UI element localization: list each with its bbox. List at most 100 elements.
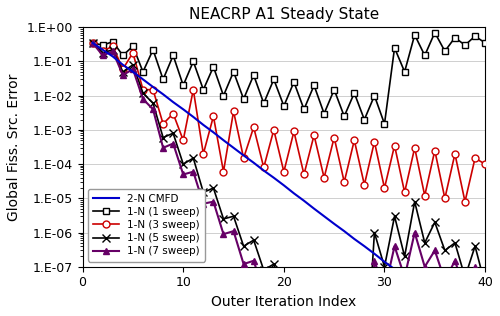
1-N (1 sweep) — [291, 80, 297, 84]
1-N (3 sweep) — [110, 44, 116, 48]
1-N (3 sweep) — [271, 128, 277, 132]
1-N (3 sweep) — [220, 170, 226, 173]
1-N (1 sweep) — [321, 112, 327, 115]
1-N (3 sweep) — [260, 166, 266, 169]
Line: 2-N CMFD: 2-N CMFD — [92, 43, 445, 300]
1-N (1 sweep) — [442, 49, 448, 53]
1-N (1 sweep) — [90, 41, 96, 45]
1-N (5 sweep) — [240, 244, 246, 248]
1-N (3 sweep) — [331, 136, 337, 139]
1-N (1 sweep) — [422, 54, 428, 58]
1-N (7 sweep) — [462, 289, 468, 293]
1-N (3 sweep) — [240, 156, 246, 160]
2-N CMFD — [250, 161, 256, 165]
1-N (3 sweep) — [210, 114, 216, 118]
2-N CMFD — [110, 55, 116, 58]
1-N (5 sweep) — [130, 63, 136, 67]
1-N (7 sweep) — [140, 97, 146, 101]
1-N (5 sweep) — [422, 241, 428, 245]
2-N CMFD — [331, 222, 337, 226]
1-N (3 sweep) — [100, 49, 105, 53]
1-N (3 sweep) — [170, 112, 176, 115]
1-N (5 sweep) — [281, 293, 287, 297]
1-N (7 sweep) — [240, 262, 246, 266]
2-N CMFD — [362, 244, 368, 248]
1-N (5 sweep) — [150, 101, 156, 105]
2-N CMFD — [422, 290, 428, 294]
1-N (3 sweep) — [140, 88, 146, 92]
2-N CMFD — [372, 252, 378, 256]
1-N (3 sweep) — [311, 133, 317, 137]
1-N (5 sweep) — [140, 91, 146, 95]
1-N (5 sweep) — [311, 313, 317, 316]
1-N (3 sweep) — [180, 138, 186, 142]
2-N CMFD — [220, 138, 226, 142]
1-N (7 sweep) — [250, 259, 256, 263]
1-N (5 sweep) — [180, 162, 186, 166]
X-axis label: Outer Iteration Index: Outer Iteration Index — [211, 295, 356, 309]
1-N (3 sweep) — [160, 122, 166, 126]
1-N (1 sweep) — [362, 118, 368, 122]
1-N (7 sweep) — [150, 107, 156, 111]
1-N (3 sweep) — [462, 200, 468, 204]
2-N CMFD — [321, 214, 327, 218]
1-N (5 sweep) — [271, 262, 277, 266]
Y-axis label: Global Fiss. Src. Error: Global Fiss. Src. Error — [7, 73, 21, 221]
2-N CMFD — [170, 100, 176, 104]
1-N (5 sweep) — [462, 275, 468, 279]
2-N CMFD — [412, 283, 418, 287]
1-N (1 sweep) — [180, 83, 186, 87]
2-N CMFD — [341, 229, 347, 233]
1-N (3 sweep) — [130, 51, 136, 55]
1-N (5 sweep) — [432, 220, 438, 224]
1-N (5 sweep) — [210, 186, 216, 190]
1-N (3 sweep) — [341, 180, 347, 184]
2-N CMFD — [210, 131, 216, 134]
1-N (1 sweep) — [372, 94, 378, 98]
1-N (1 sweep) — [392, 46, 398, 50]
1-N (5 sweep) — [291, 285, 297, 289]
Title: NEACRP A1 Steady State: NEACRP A1 Steady State — [188, 7, 379, 22]
2-N CMFD — [240, 154, 246, 157]
1-N (3 sweep) — [442, 197, 448, 200]
2-N CMFD — [150, 85, 156, 89]
1-N (1 sweep) — [110, 40, 116, 44]
1-N (7 sweep) — [482, 293, 488, 297]
2-N CMFD — [442, 293, 448, 297]
1-N (5 sweep) — [372, 231, 378, 234]
1-N (1 sweep) — [482, 41, 488, 45]
1-N (1 sweep) — [341, 114, 347, 118]
1-N (5 sweep) — [220, 217, 226, 221]
2-N CMFD — [200, 123, 206, 127]
1-N (7 sweep) — [472, 265, 478, 269]
2-N CMFD — [260, 169, 266, 173]
1-N (1 sweep) — [281, 104, 287, 108]
1-N (7 sweep) — [110, 49, 116, 53]
1-N (7 sweep) — [100, 54, 105, 58]
1-N (7 sweep) — [392, 244, 398, 248]
1-N (5 sweep) — [90, 41, 96, 45]
1-N (5 sweep) — [472, 244, 478, 248]
1-N (7 sweep) — [200, 202, 206, 205]
1-N (3 sweep) — [230, 109, 236, 113]
1-N (1 sweep) — [271, 77, 277, 81]
1-N (7 sweep) — [170, 142, 176, 145]
1-N (5 sweep) — [160, 136, 166, 139]
1-N (7 sweep) — [190, 170, 196, 173]
1-N (3 sweep) — [150, 88, 156, 92]
1-N (3 sweep) — [402, 191, 407, 194]
1-N (5 sweep) — [120, 70, 126, 74]
1-N (1 sweep) — [230, 70, 236, 74]
1-N (7 sweep) — [412, 231, 418, 234]
1-N (1 sweep) — [331, 88, 337, 92]
1-N (3 sweep) — [301, 173, 307, 176]
1-N (1 sweep) — [220, 94, 226, 98]
1-N (1 sweep) — [452, 36, 458, 40]
Line: 1-N (5 sweep): 1-N (5 sweep) — [88, 39, 490, 316]
1-N (7 sweep) — [382, 289, 388, 293]
2-N CMFD — [291, 191, 297, 195]
2-N CMFD — [382, 260, 388, 264]
1-N (7 sweep) — [220, 232, 226, 236]
2-N CMFD — [392, 267, 398, 271]
1-N (7 sweep) — [160, 146, 166, 150]
